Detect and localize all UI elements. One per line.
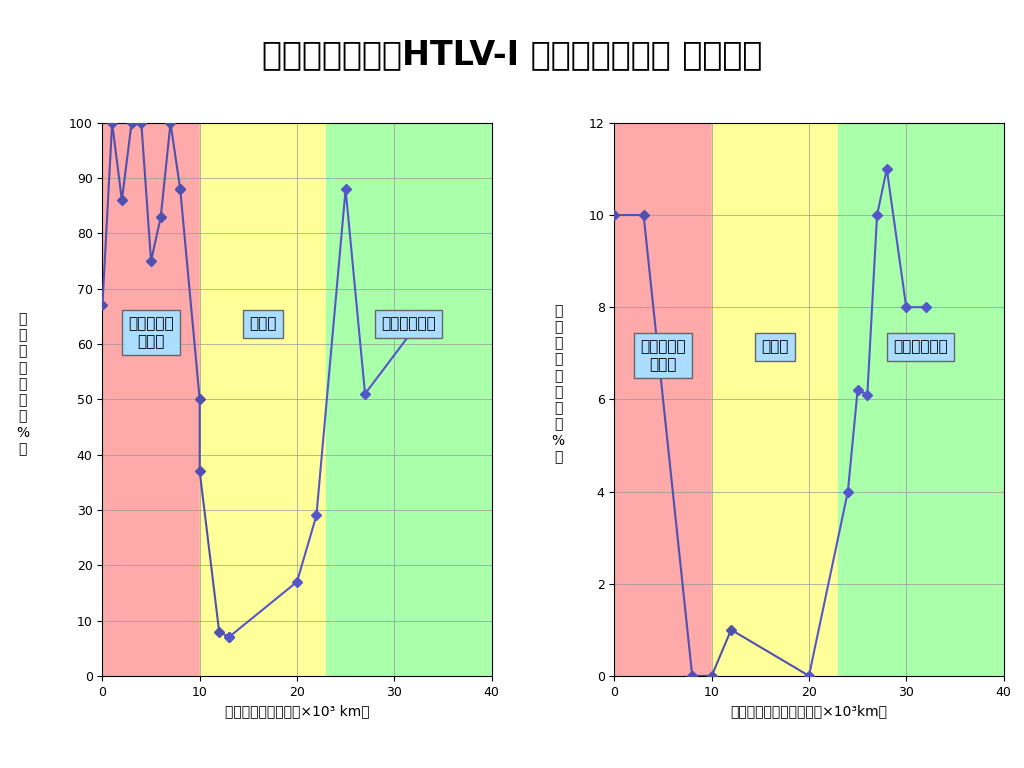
Bar	[200, 123, 326, 676]
Text: アジア: アジア	[249, 316, 276, 332]
Bar	[712, 123, 838, 676]
Text: ウ
ィ
ル
ス
陽
性
率
（
%
）: ウ ィ ル ス 陽 性 率 （ % ）	[552, 304, 564, 464]
Text: アメリカ大陸: アメリカ大陸	[382, 316, 436, 332]
Bar	[326, 123, 492, 676]
Bar	[102, 123, 200, 676]
Bar	[838, 123, 1004, 676]
Text: アジア: アジア	[761, 339, 788, 355]
Text: アフリカ～
アジア: アフリカ～ アジア	[640, 339, 686, 372]
X-axis label: タンザニアからの距離（×10³km）: タンザニアからの距離（×10³km）	[730, 704, 888, 718]
Text: 二重瞼の割合・HTLV-Ⅰ ウィルス陽性率 （距離）: 二重瞼の割合・HTLV-Ⅰ ウィルス陽性率 （距離）	[262, 38, 762, 71]
X-axis label: ケニアからの距離（×10³ km）: ケニアからの距離（×10³ km）	[224, 704, 370, 718]
Bar	[614, 123, 712, 676]
Text: アフリカ～
アジア: アフリカ～ アジア	[128, 316, 174, 349]
Text: アメリカ大陸: アメリカ大陸	[894, 339, 948, 355]
Text: 二
重
瞼
の
割
合
（
%
）: 二 重 瞼 の 割 合 （ % ）	[16, 313, 29, 455]
